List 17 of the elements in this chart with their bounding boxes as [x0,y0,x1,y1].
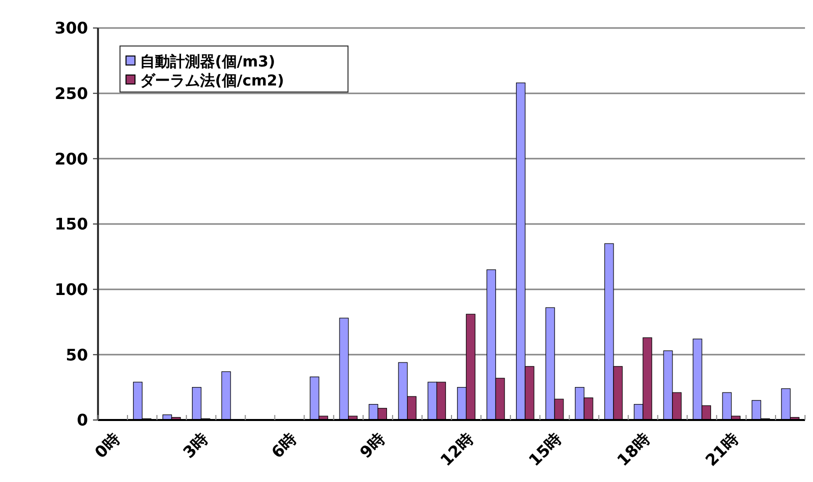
y-tick-label: 0 [76,410,88,430]
x-tick-label: 12時 [436,429,477,470]
legend-label: ダーラム法(個/cm2) [140,71,284,90]
y-tick-label: 150 [54,214,88,234]
x-tick-label: 21時 [702,429,742,470]
y-tick-label: 300 [54,18,88,38]
legend-label: 自動計測器(個/m3) [140,52,276,70]
y-tick-label: 200 [54,149,88,168]
y-tick-label: 50 [66,345,88,364]
y-tick-label: 100 [54,280,88,299]
y-tick-label: 250 [54,84,88,103]
x-tick-label: 18時 [613,429,654,470]
x-tick-label: 3時 [179,429,212,462]
x-tick-label: 9時 [356,429,389,462]
x-tick-label: 6時 [268,429,300,462]
x-tick-label: 15時 [524,429,566,470]
x-tick-label: 0時 [90,429,124,462]
